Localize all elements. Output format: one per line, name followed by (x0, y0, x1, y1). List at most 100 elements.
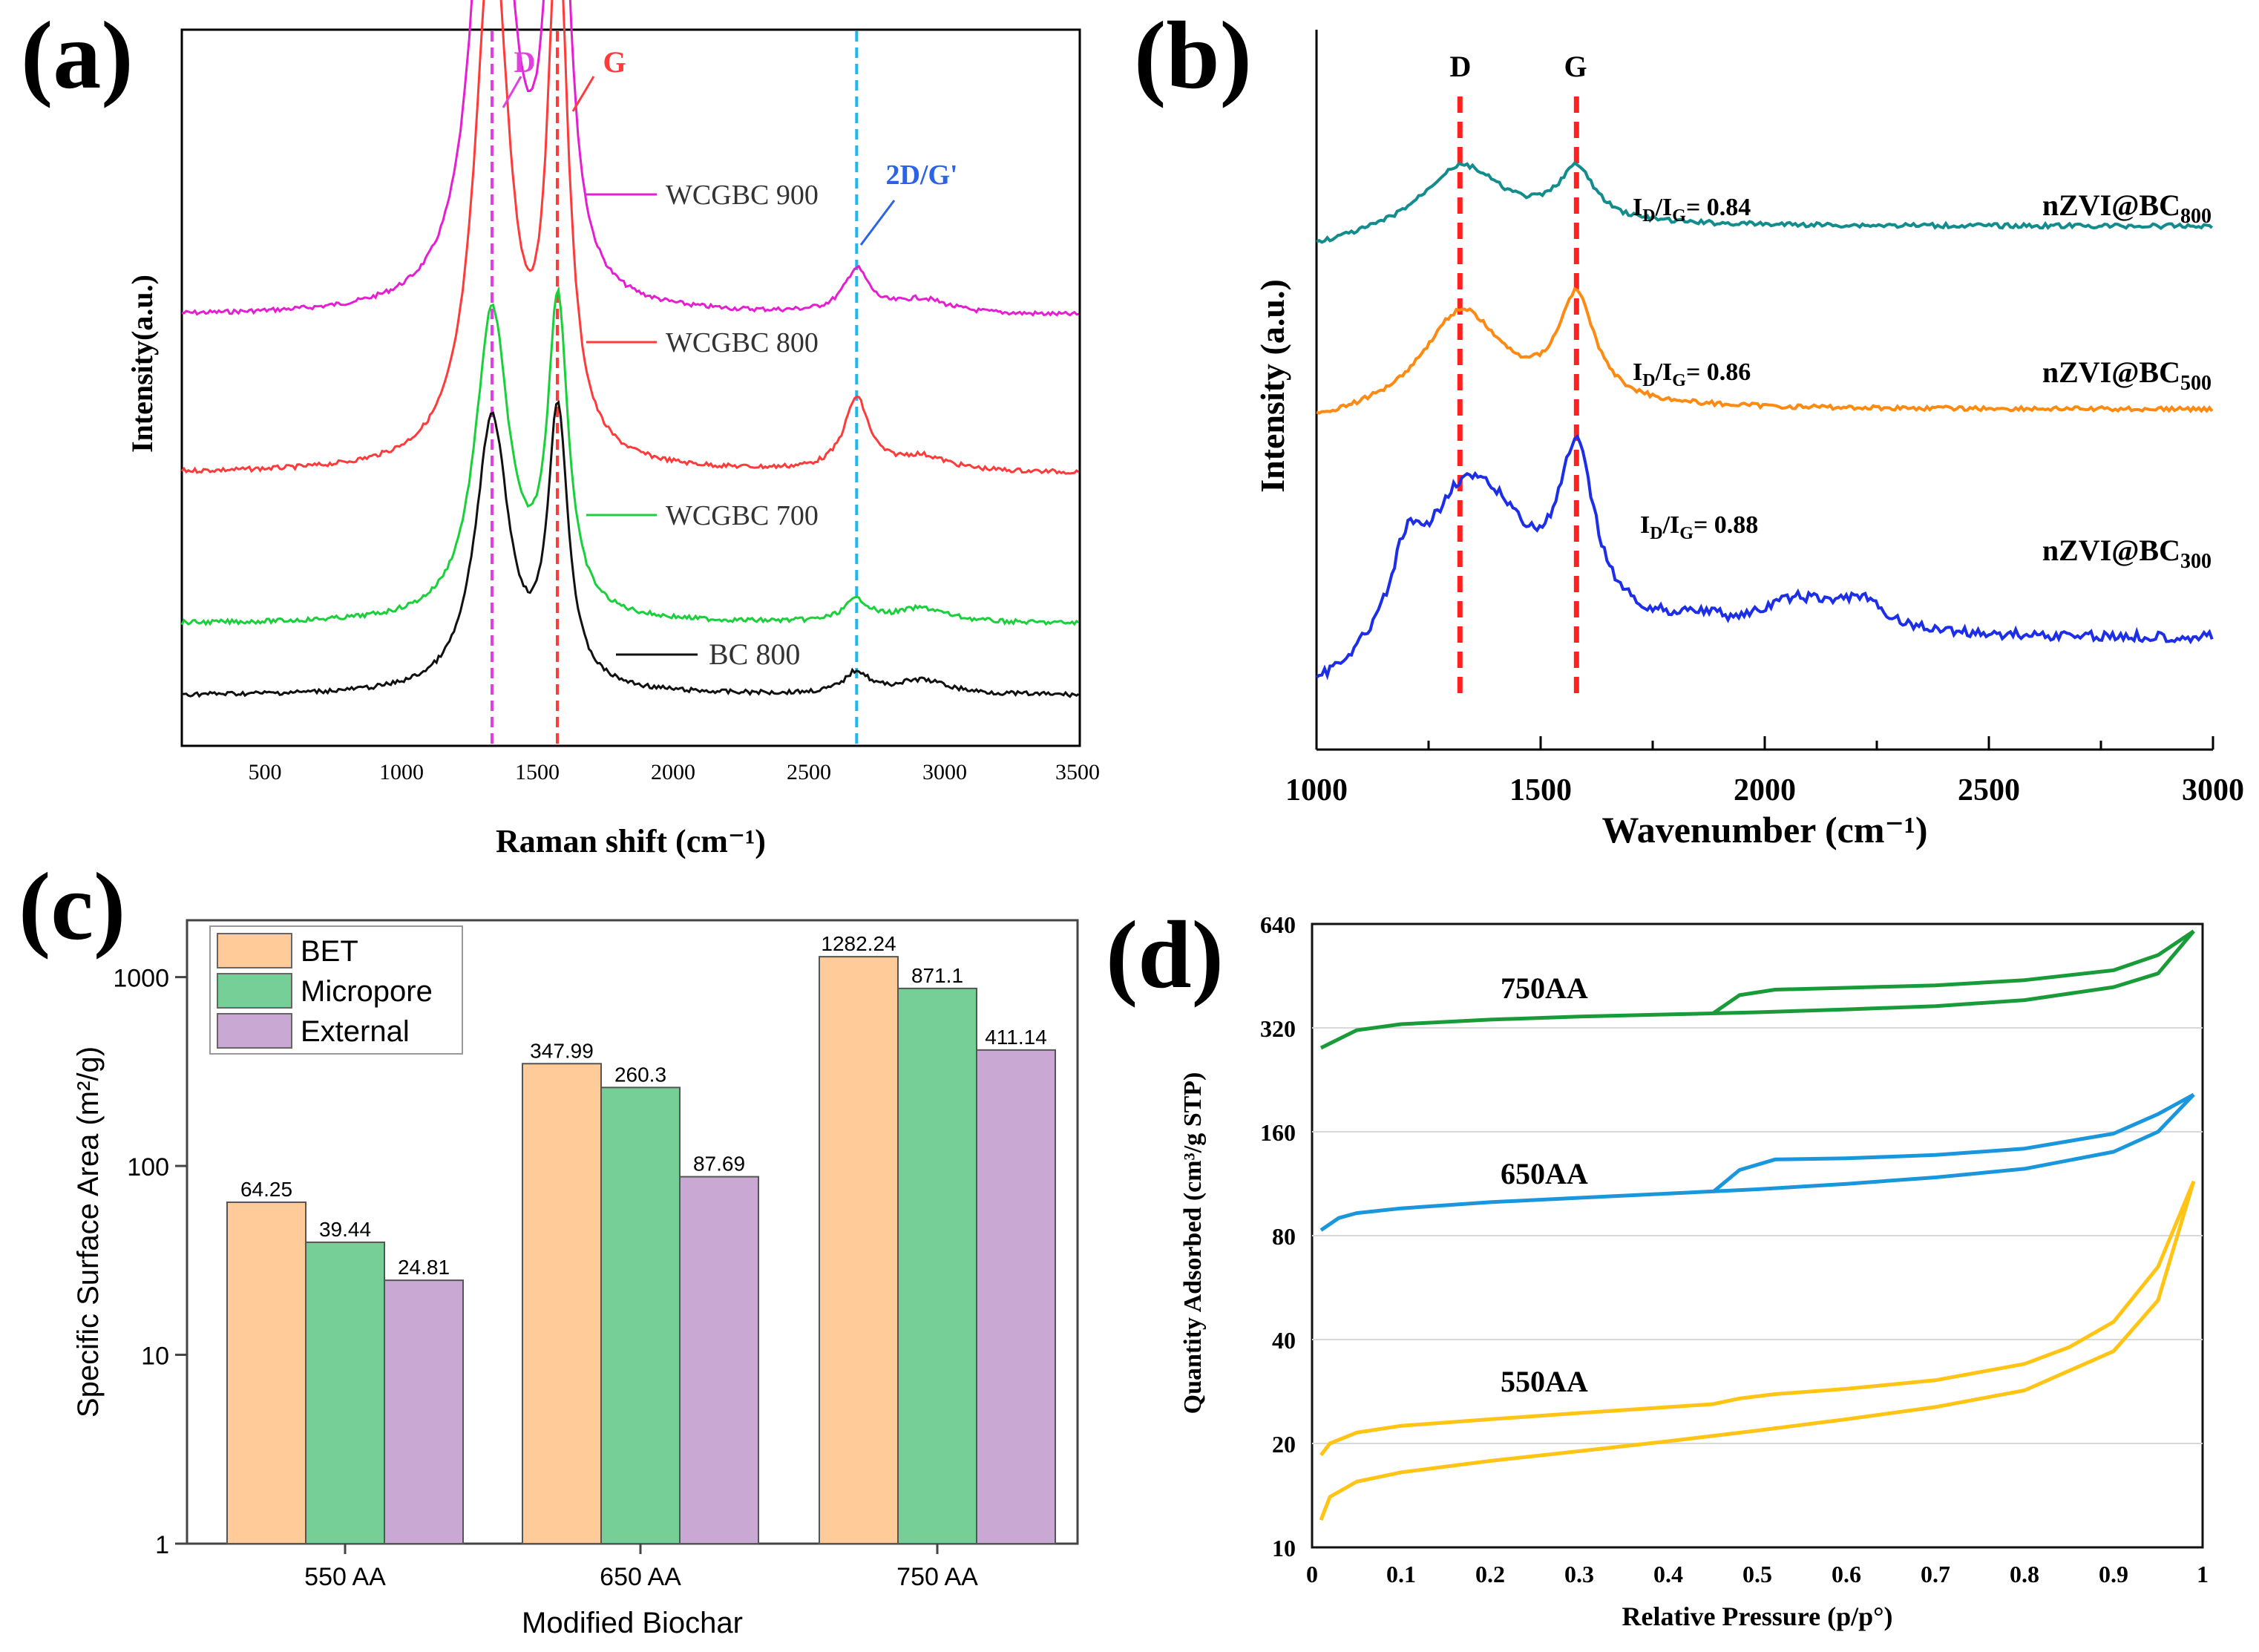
panel-a-series-label: WCGBC 700 (666, 500, 819, 531)
panel-b-reference-lines (1457, 96, 1579, 698)
legend-swatch-external (217, 1013, 292, 1049)
ratio-i: I (1662, 194, 1672, 221)
ratio-sub-d: D (1642, 206, 1655, 226)
panel-b-xtick: 2500 (1958, 773, 2020, 807)
raman-curve-bc500 (1316, 286, 2214, 415)
panel-b-ratio-800: ID/IG= 0.84 (1633, 194, 1751, 226)
isotherm-desorption-650aa (1711, 1092, 2195, 1194)
ytick-label: 40 (1272, 1327, 1296, 1354)
xtick-label: 0.3 (1564, 1561, 1594, 1587)
isotherm-desorption-550aa (1319, 1180, 2196, 1457)
isotherm-desorption-750aa (1711, 929, 2195, 1015)
svg-text:ID/IG= 0.86: ID/IG= 0.86 (1633, 358, 1751, 390)
bar-external-550aa (384, 1279, 464, 1544)
panel-a-xtick: 2000 (651, 760, 695, 784)
panel-d-grid: 10 20 40 80 160 320 640 (1260, 911, 2203, 1561)
ratio-sub-d: D (1642, 371, 1655, 390)
ytick-label: 160 (1260, 1119, 1296, 1146)
bar-value-label: 1282.24 (821, 932, 896, 955)
panel-b-g-label: G (1564, 50, 1587, 83)
panel-b-xtick: 3000 (2182, 773, 2244, 807)
panel-c-bars: 64.25 39.44 24.81 347.99 260.3 87.69 1282.24 87… (226, 932, 1056, 1545)
bar-value-label: 347.99 (530, 1039, 594, 1062)
panel-label-c: (c) (19, 853, 125, 960)
raman-curve-wcgbc-800 (180, 0, 1080, 475)
panel-c-yaxis: 1 10 100 1000 (113, 965, 187, 1559)
panel-a-xtick: 3000 (922, 760, 967, 784)
isotherm-adsorption-650aa (1319, 1093, 2195, 1232)
panel-a-2d-arrow (859, 200, 896, 246)
ratio-value: = 0.88 (1694, 511, 1758, 539)
raman-curve-wcgbc-700 (180, 285, 1080, 626)
legend-label-micropore: Micropore (301, 975, 433, 1008)
xtick-label: 0.2 (1475, 1561, 1505, 1587)
panel-label-a: (a) (21, 2, 134, 109)
panel-d-curves (1319, 929, 2196, 1521)
ratio-i: I (1633, 358, 1642, 386)
panel-a-xtick: 3500 (1055, 760, 1100, 784)
panel-a-g-label: G (603, 45, 626, 79)
panel-b-curves (1315, 160, 2214, 681)
panel-c: (c) 1 10 100 1000 64.25 39.44 24.81 347.99 260.… (19, 853, 1079, 1639)
panel-b-ratio-500: ID/IG= 0.86 (1633, 358, 1751, 390)
ytick-label: 100 (127, 1153, 169, 1181)
ytick-label: 320 (1260, 1015, 1296, 1042)
panel-b-series-label: nZVI@BC800 (2042, 189, 2212, 228)
panel-a-frame (180, 28, 1081, 747)
bar-value-label: 64.25 (240, 1178, 292, 1201)
panel-b-xlabel: Wavenumber (cm⁻¹) (1601, 809, 1927, 850)
bar-micropore-550aa (305, 1241, 385, 1545)
panel-b-xticks: 1000 1500 2000 2500 3000 (1285, 773, 2244, 807)
xtick-label: 0.1 (1386, 1561, 1416, 1587)
legend-swatch-bet (217, 933, 292, 968)
panel-b-d-label: D (1450, 50, 1472, 83)
panel-a-xtick: 1500 (515, 760, 560, 784)
bar-bet-550aa (226, 1201, 306, 1544)
legend-swatch-micropore (217, 973, 292, 1009)
ratio-value: = 0.86 (1686, 358, 1751, 386)
ytick-label: 1 (155, 1531, 169, 1559)
ytick-label: 640 (1260, 911, 1296, 938)
panel-a: (a) 500 1000 1500 2000 2500 3000 3500 Ra… (21, 0, 1100, 859)
ratio-i: I (1670, 511, 1679, 539)
panel-label-b: (b) (1134, 2, 1252, 109)
bar-external-650aa (679, 1176, 759, 1544)
panel-a-xtick: 2500 (787, 760, 831, 784)
svg-text:ID/IG= 0.88: ID/IG= 0.88 (1640, 511, 1758, 543)
bar-value-label: 39.44 (319, 1218, 371, 1241)
panel-c-xlabel: Modified Biochar (522, 1607, 743, 1639)
panel-b: (b) 1000 1500 2000 2500 3000 Wavenumber … (1134, 2, 2244, 850)
panel-c-ylabel: Specific Surface Area (m²/g) (72, 1046, 105, 1417)
ratio-i: I (1662, 358, 1672, 386)
ratio-i: I (1640, 511, 1650, 539)
panel-a-xticks: 500 1000 1500 2000 2500 3000 3500 (249, 760, 1101, 784)
ytick-label: 80 (1272, 1223, 1296, 1250)
isotherm-adsorption-550aa (1319, 1180, 2196, 1521)
ratio-i: I (1633, 194, 1642, 221)
ratio-sub-d: D (1650, 524, 1662, 543)
bar-micropore-650aa (600, 1086, 681, 1544)
legend-label-bet: BET (301, 935, 358, 968)
panel-a-2d-label: 2D/G' (885, 160, 957, 191)
xtick-label: 550 AA (304, 1563, 386, 1591)
panel-b-ratio-300: ID/IG= 0.88 (1640, 511, 1758, 543)
panel-a-xlabel: Raman shift (cm⁻¹) (496, 823, 766, 859)
panel-a-xtick: 1000 (379, 760, 424, 784)
raman-curve-bc300 (1315, 434, 2214, 681)
ratio-value: = 0.84 (1686, 194, 1751, 221)
bar-bet-650aa (522, 1063, 602, 1544)
panel-a-reference-lines (491, 31, 859, 744)
ytick-label: 1000 (113, 965, 169, 993)
ratio-sub-g: G (1672, 206, 1686, 226)
bar-value-label: 411.14 (985, 1026, 1047, 1049)
panel-d-series-label: 650AA (1501, 1157, 1588, 1190)
panel-a-ylabel: Intensity(a.u.) (125, 275, 159, 453)
panel-b-xtick: 1500 (1509, 773, 1572, 807)
ytick-label: 10 (141, 1343, 169, 1371)
ratio-sub-g: G (1672, 371, 1686, 390)
bar-value-label: 24.81 (398, 1256, 450, 1279)
raman-curve-bc800 (1316, 160, 2214, 244)
panel-b-series-label: nZVI@BC300 (2042, 534, 2212, 573)
panel-d-series-label: 550AA (1501, 1365, 1588, 1398)
